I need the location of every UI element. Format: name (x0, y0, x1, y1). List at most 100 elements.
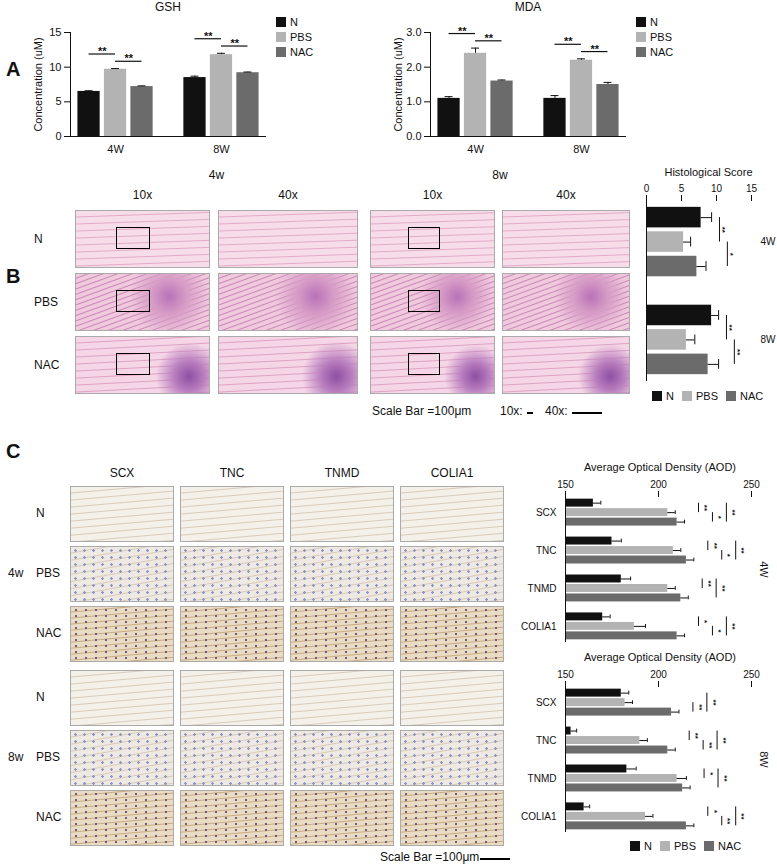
html-text:NAC: NAC (650, 46, 674, 58)
svg-text:**: ** (230, 37, 239, 49)
svg-text:4W: 4W (467, 143, 484, 155)
svg-text:**: ** (728, 623, 737, 630)
svg-text:5: 5 (679, 183, 685, 194)
svg-text:10: 10 (49, 61, 61, 73)
svg-text:*: * (726, 253, 735, 257)
svg-text:**: ** (695, 704, 704, 711)
svg-text:**: ** (723, 818, 732, 825)
html-text:40x:: 40x: (545, 404, 568, 418)
svg-text:**: ** (98, 45, 107, 57)
svg-text:COLIA1: COLIA1 (521, 621, 557, 632)
svg-text:15: 15 (746, 183, 758, 194)
svg-text:*: * (700, 620, 709, 624)
svg-text:1.0: 1.0 (406, 95, 421, 107)
svg-text:200: 200 (650, 479, 667, 490)
html-text:Scale Bar =100μm: Scale Bar =100μm (372, 404, 472, 418)
svg-text:*: * (710, 810, 719, 814)
html-text:10x: 10x (132, 188, 153, 202)
html-text:A: A (6, 58, 21, 80)
svg-text:*: * (714, 630, 723, 634)
html-text:PBS: PBS (36, 750, 60, 764)
html-text:40x: 40x (556, 188, 576, 202)
html-text:MDA: MDA (514, 0, 542, 14)
svg-text:**: ** (458, 25, 467, 37)
svg-text:**: ** (705, 742, 714, 749)
svg-text:0: 0 (55, 130, 61, 142)
html-text:10x:: 10x: (500, 404, 523, 418)
svg-text:8W: 8W (213, 143, 230, 155)
html-text:40x: 40x (278, 188, 298, 202)
html-text:PBS: PBS (290, 31, 312, 43)
svg-text:3.0: 3.0 (406, 26, 421, 38)
svg-text:*: * (723, 554, 732, 558)
svg-text:2.0: 2.0 (406, 61, 421, 73)
html-text:TNMD: TNMD (324, 466, 360, 480)
svg-text:5: 5 (55, 95, 61, 107)
svg-text:COLIA1: COLIA1 (521, 811, 557, 822)
svg-text:250: 250 (743, 669, 760, 680)
html-text:4w: 4w (208, 168, 225, 182)
svg-text:**: ** (124, 52, 133, 64)
svg-text:**: ** (728, 509, 737, 516)
html-text:GSH: GSH (155, 0, 181, 14)
svg-text:150: 150 (557, 669, 574, 680)
html-text:TNC: TNC (219, 466, 245, 480)
svg-text:*: * (714, 516, 723, 520)
svg-text:4W: 4W (758, 561, 770, 578)
svg-text:**: ** (484, 32, 493, 44)
svg-text:TNC: TNC (536, 735, 557, 746)
html-text:Scale Bar =100μm: Scale Bar =100μm (380, 850, 480, 864)
svg-text:**: ** (704, 581, 713, 588)
svg-text:**: ** (720, 775, 729, 782)
svg-text:8W: 8W (573, 143, 590, 155)
svg-text:250: 250 (743, 479, 760, 490)
svg-text:**: ** (719, 737, 728, 744)
svg-text:TNMD: TNMD (528, 583, 557, 594)
svg-text:SCX: SCX (536, 697, 557, 708)
svg-text:200: 200 (650, 669, 667, 680)
html-text:NAC: NAC (34, 358, 60, 372)
svg-text:**: ** (737, 813, 746, 820)
svg-text:**: ** (564, 35, 573, 47)
svg-text:4W: 4W (107, 143, 124, 155)
svg-text:**: ** (204, 30, 213, 42)
html-text:PBS: PBS (34, 295, 58, 309)
svg-text:**: ** (700, 505, 709, 512)
svg-text:**: ** (737, 547, 746, 554)
html-text:NAC: NAC (36, 810, 62, 824)
html-text:10x: 10x (422, 188, 443, 202)
html-text:COLIA1: COLIA1 (430, 466, 474, 480)
svg-text:**: ** (725, 325, 734, 332)
svg-text:**: ** (718, 227, 727, 234)
html-text:4w: 4w (8, 566, 24, 580)
html-text:SCX: SCX (109, 466, 135, 480)
svg-text:*: * (706, 772, 715, 776)
svg-text:**: ** (718, 585, 727, 592)
html-text:PBS: PBS (650, 31, 672, 43)
html-text:NAC: NAC (290, 46, 314, 58)
svg-text:0: 0 (644, 183, 650, 194)
svg-text:0.0: 0.0 (406, 130, 421, 142)
html-text:NAC: NAC (36, 626, 62, 640)
svg-text:**: ** (590, 43, 599, 55)
html-text:PBS: PBS (36, 566, 60, 580)
svg-text:Concentration (uM): Concentration (uM) (32, 37, 44, 131)
svg-text:Concentration (uM): Concentration (uM) (392, 37, 404, 131)
svg-text:**: ** (691, 733, 700, 740)
svg-text:**: ** (733, 349, 742, 356)
svg-text:TNC: TNC (536, 545, 557, 556)
svg-text:150: 150 (557, 479, 574, 490)
svg-text:TNMD: TNMD (528, 773, 557, 784)
svg-text:SCX: SCX (536, 507, 557, 518)
svg-text:15: 15 (49, 26, 61, 38)
svg-text:8W: 8W (758, 751, 770, 768)
svg-text:4W: 4W (761, 236, 777, 247)
html-text:8w: 8w (492, 168, 508, 182)
html-text:C: C (6, 440, 21, 462)
html-text:B: B (6, 265, 21, 287)
svg-text:8W: 8W (761, 334, 777, 345)
html-text:8w: 8w (8, 750, 24, 764)
svg-text:10: 10 (711, 183, 723, 194)
svg-text:**: ** (709, 699, 718, 706)
svg-text:**: ** (710, 543, 719, 550)
